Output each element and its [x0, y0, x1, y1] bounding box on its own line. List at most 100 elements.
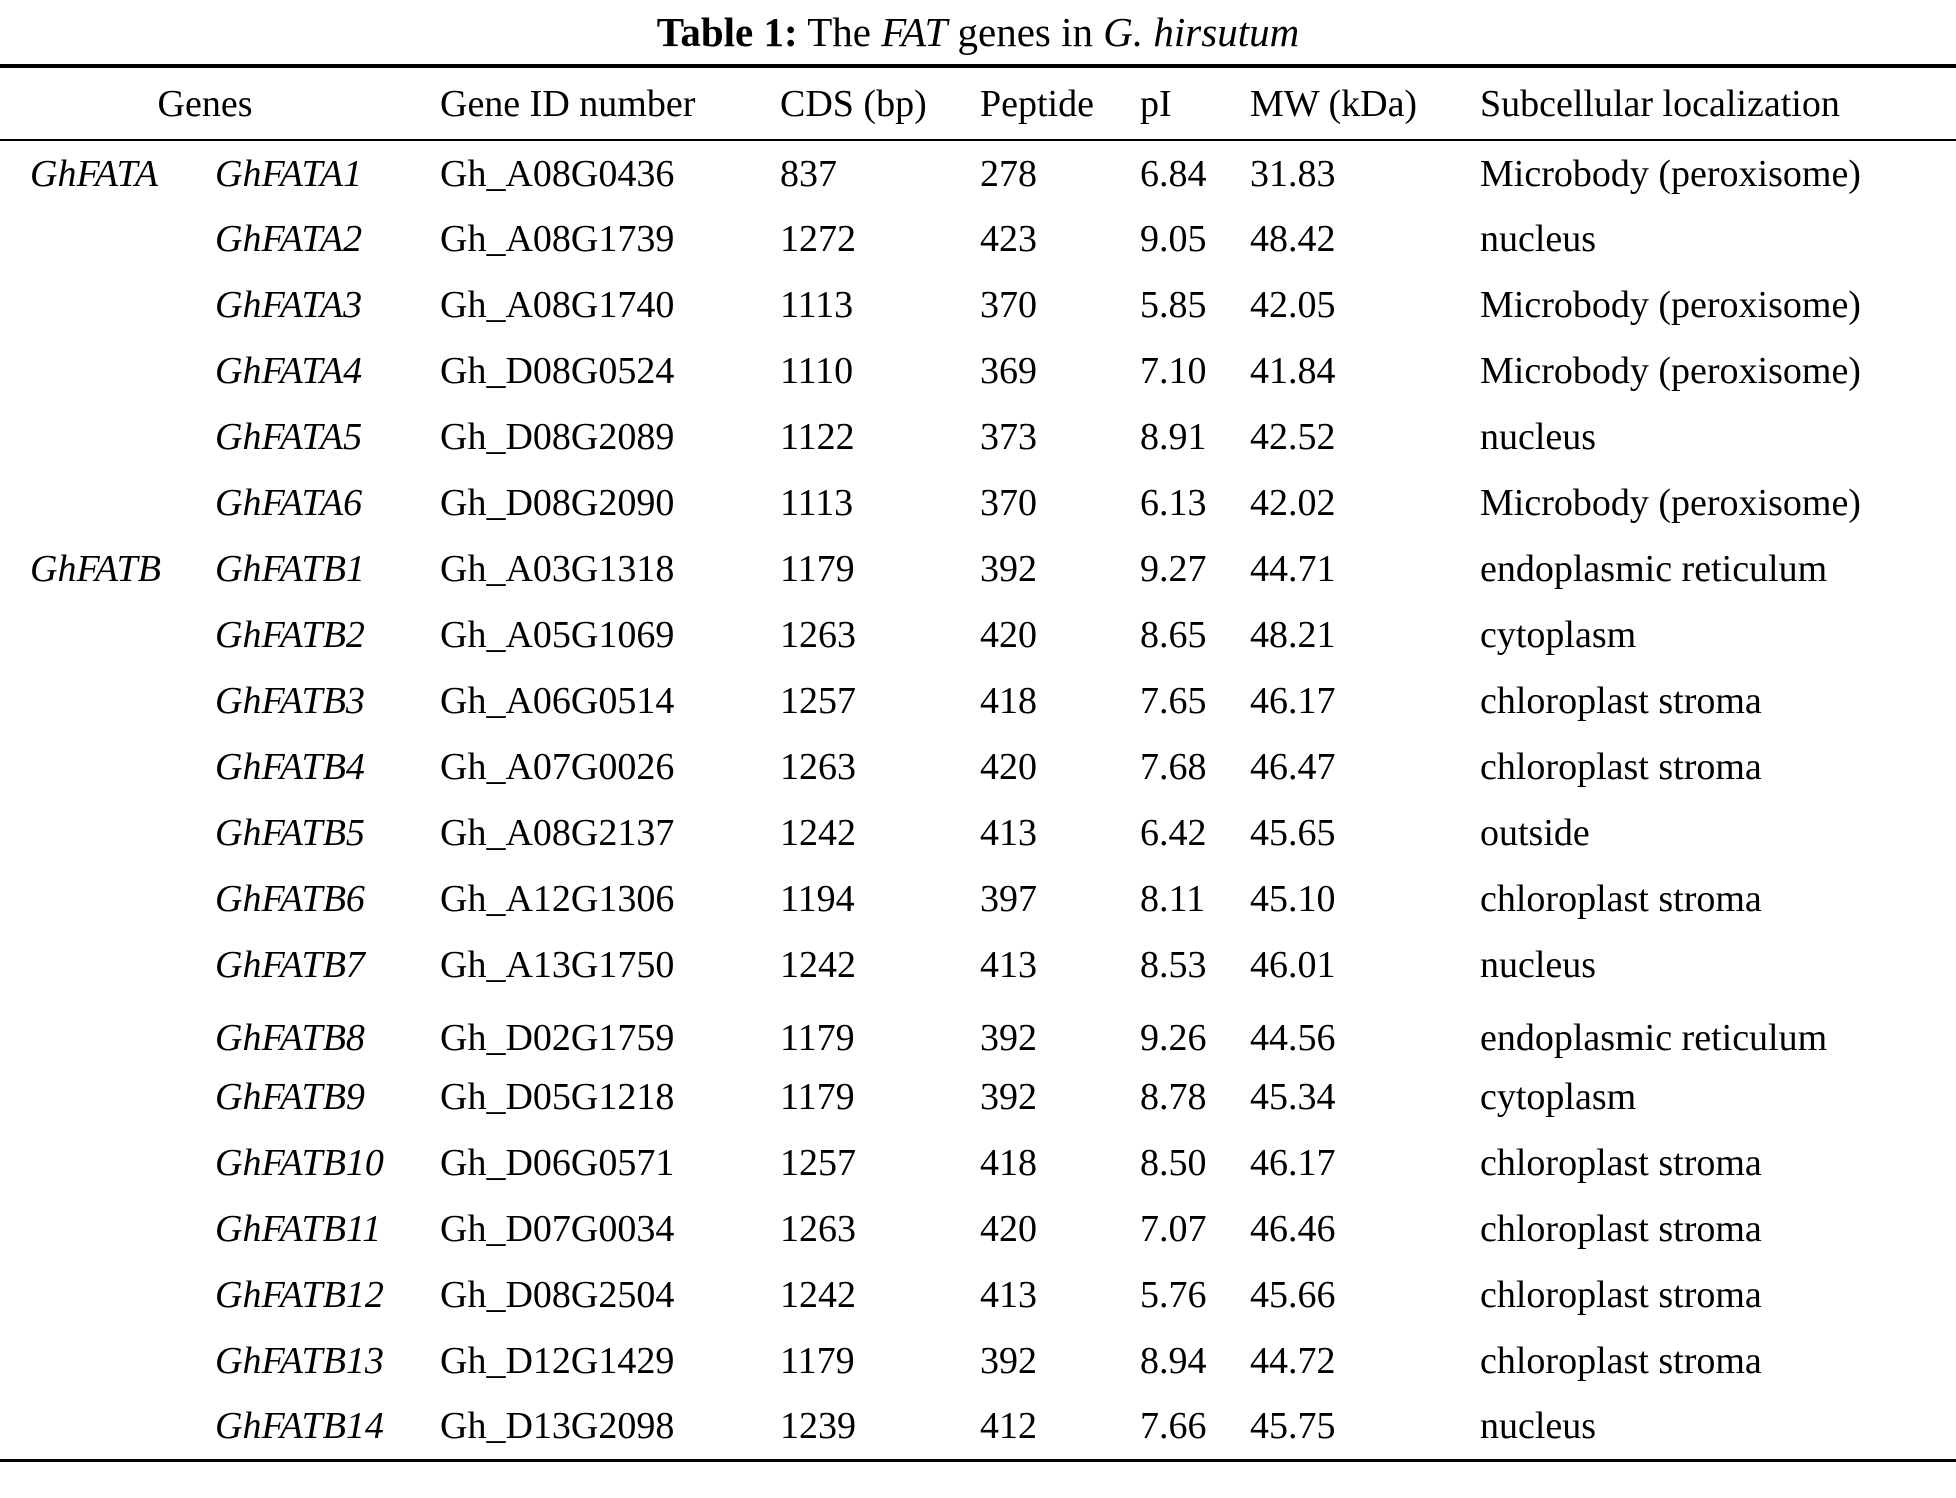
- cell-gene-id: Gh_D08G2504: [440, 1274, 675, 1316]
- cell-cds: 1179: [780, 1076, 855, 1118]
- cell-pi: 7.66: [1140, 1405, 1207, 1448]
- cell-gene-id: Gh_D06G0571: [440, 1142, 675, 1184]
- cell-gene-id: Gh_A08G2137: [440, 812, 675, 854]
- cell-peptide: 392: [980, 548, 1037, 590]
- table-row: GhFATB7 Gh_A13G1750 1242 413 8.53 46.01 …: [0, 932, 1956, 998]
- cell-pi: 8.65: [1140, 614, 1207, 656]
- cell-pi: 5.76: [1140, 1274, 1207, 1316]
- cell-cds: 1257: [780, 680, 856, 722]
- cell-gene-name: GhFATA4: [215, 350, 363, 392]
- cell-gene-name: GhFATB1: [215, 548, 365, 590]
- table-row: GhFATB9 Gh_D05G1218 1179 392 8.78 45.34 …: [0, 1064, 1956, 1130]
- cell-peptide: 413: [980, 1274, 1037, 1316]
- cell-cds: 1272: [780, 218, 856, 260]
- cell-mw: 48.21: [1250, 614, 1336, 656]
- cell-peptide: 370: [980, 482, 1037, 524]
- cell-gene-group: [0, 404, 185, 470]
- cell-gene-name: GhFATB13: [215, 1340, 384, 1382]
- cell-mw: 46.01: [1250, 944, 1336, 986]
- cell-gene-group: [0, 1130, 185, 1196]
- cell-pi: 8.53: [1140, 944, 1207, 986]
- cell-cds: 1263: [780, 746, 856, 788]
- cell-pi: 9.27: [1140, 548, 1207, 590]
- cell-pi: 6.13: [1140, 482, 1207, 524]
- table-row: GhFATB2 Gh_A05G1069 1263 420 8.65 48.21 …: [0, 602, 1956, 668]
- cell-pi: 5.85: [1140, 284, 1207, 326]
- cell-peptide: 278: [980, 152, 1037, 195]
- cell-cds: 1242: [780, 812, 856, 854]
- cell-gene-id: Gh_A08G0436: [440, 152, 675, 195]
- cell-gene-group: [0, 602, 185, 668]
- table-caption-text-pre: The: [807, 9, 871, 55]
- cell-pi: 9.26: [1140, 1017, 1207, 1059]
- cell-mw: 42.52: [1250, 416, 1336, 458]
- cell-gene-group: [0, 800, 185, 866]
- table-row: GhFATA6 Gh_D08G2090 1113 370 6.13 42.02 …: [0, 470, 1956, 536]
- cell-localization: chloroplast stroma: [1480, 1274, 1762, 1316]
- cell-cds: 1122: [780, 416, 855, 458]
- cell-gene-group: [0, 1064, 185, 1130]
- cell-localization: chloroplast stroma: [1480, 1340, 1762, 1382]
- cell-localization: nucleus: [1480, 1405, 1597, 1448]
- cell-cds: 837: [780, 152, 837, 195]
- cell-localization: nucleus: [1480, 944, 1597, 986]
- cell-gene-group: [0, 470, 185, 536]
- cell-mw: 45.75: [1250, 1405, 1336, 1448]
- cell-peptide: 412: [980, 1405, 1037, 1448]
- table-row: GhFATB5 Gh_A08G2137 1242 413 6.42 45.65 …: [0, 800, 1956, 866]
- cell-cds: 1110: [780, 350, 854, 392]
- cell-gene-id: Gh_A06G0514: [440, 680, 675, 722]
- cell-pi: 7.65: [1140, 680, 1207, 722]
- cell-localization: nucleus: [1480, 218, 1597, 260]
- cell-localization: endoplasmic reticulum: [1480, 548, 1828, 590]
- cell-gene-id: Gh_A08G1739: [440, 218, 675, 260]
- cell-peptide: 413: [980, 944, 1037, 986]
- cell-gene-name: GhFATA2: [215, 218, 363, 260]
- cell-mw: 45.65: [1250, 812, 1336, 854]
- cell-gene-id: Gh_A05G1069: [440, 614, 675, 656]
- table-caption: Table 1: The FAT genes in G. hirsutum: [0, 0, 1956, 64]
- cell-gene-group: [0, 1262, 185, 1328]
- cell-gene-group: [0, 206, 185, 272]
- cell-gene-id: Gh_D05G1218: [440, 1076, 675, 1118]
- cell-cds: 1194: [780, 878, 855, 920]
- cell-gene-group: [0, 1394, 185, 1460]
- cell-cds: 1263: [780, 614, 856, 656]
- cell-mw: 46.17: [1250, 680, 1336, 722]
- cell-localization: cytoplasm: [1480, 1076, 1637, 1118]
- cell-localization: chloroplast stroma: [1480, 680, 1762, 722]
- cell-pi: 8.78: [1140, 1076, 1207, 1118]
- cell-mw: 45.10: [1250, 878, 1336, 920]
- cell-gene-name: GhFATB8: [215, 1017, 365, 1059]
- cell-gene-name: GhFATB3: [215, 680, 365, 722]
- cell-gene-id: Gh_D02G1759: [440, 1017, 675, 1059]
- cell-peptide: 420: [980, 614, 1037, 656]
- cell-cds: 1263: [780, 1208, 856, 1250]
- cell-mw: 31.83: [1250, 152, 1336, 195]
- cell-pi: 6.84: [1140, 152, 1207, 195]
- cell-mw: 48.42: [1250, 218, 1336, 260]
- cell-peptide: 369: [980, 350, 1037, 392]
- cell-gene-id: Gh_D08G0524: [440, 350, 675, 392]
- cell-gene-id: Gh_D13G2098: [440, 1405, 675, 1448]
- table-row: GhFATB6 Gh_A12G1306 1194 397 8.11 45.10 …: [0, 866, 1956, 932]
- cell-gene-name: GhFATB2: [215, 614, 365, 656]
- table-row: GhFATA GhFATA1 Gh_A08G0436 837 278 6.84 …: [0, 140, 1956, 206]
- cell-cds: 1242: [780, 944, 856, 986]
- cell-gene-group: [0, 998, 185, 1064]
- cell-localization: chloroplast stroma: [1480, 746, 1762, 788]
- table-row: GhFATA2 Gh_A08G1739 1272 423 9.05 48.42 …: [0, 206, 1956, 272]
- cell-gene-name: GhFATB5: [215, 812, 365, 854]
- col-header-localization: Subcellular localization: [1450, 66, 1956, 141]
- cell-gene-group: [0, 338, 185, 404]
- cell-gene-id: Gh_A12G1306: [440, 878, 675, 920]
- cell-gene-name: GhFATB14: [215, 1405, 384, 1448]
- cell-mw: 44.71: [1250, 548, 1336, 590]
- cell-peptide: 418: [980, 680, 1037, 722]
- cell-localization: Microbody (peroxisome): [1480, 482, 1861, 524]
- table-row: GhFATA5 Gh_D08G2089 1122 373 8.91 42.52 …: [0, 404, 1956, 470]
- col-header-genes: Genes: [0, 66, 410, 141]
- fat-genes-table: Genes Gene ID number CDS (bp) Peptide pI…: [0, 64, 1956, 1462]
- cell-peptide: 392: [980, 1340, 1037, 1382]
